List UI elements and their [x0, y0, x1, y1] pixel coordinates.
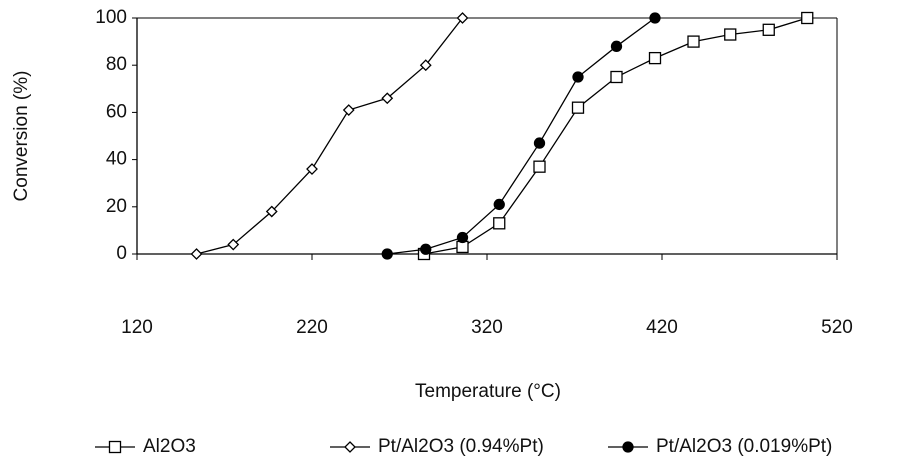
point	[533, 137, 546, 149]
point	[610, 40, 623, 52]
point	[265, 205, 278, 218]
point	[227, 238, 240, 251]
legend-marker	[622, 441, 634, 453]
x-tick-label: 320	[471, 317, 503, 338]
point	[493, 198, 505, 211]
point	[381, 248, 393, 260]
point	[571, 101, 585, 114]
legend-marker	[344, 441, 356, 453]
point	[801, 11, 814, 25]
point	[381, 92, 394, 105]
x-tick-label: 120	[121, 317, 153, 338]
y-tick-label: 20	[106, 196, 127, 217]
legend-label: Pt/Al2O3 (0.94%Pt)	[378, 436, 544, 457]
point	[342, 104, 355, 116]
y-tick-label: 60	[106, 101, 127, 122]
y-tick-label: 40	[106, 149, 127, 170]
point	[190, 248, 203, 260]
y-tick-label: 80	[106, 54, 127, 75]
x-tick-label: 420	[646, 317, 678, 338]
point	[648, 51, 662, 65]
series-line	[387, 17, 656, 255]
point	[649, 12, 661, 24]
point	[420, 243, 432, 255]
x-tick-label: 520	[821, 317, 853, 338]
point	[724, 28, 737, 41]
x-axis-label: Temperature (°C)	[415, 381, 561, 402]
point	[572, 71, 584, 83]
point	[306, 163, 318, 175]
y-tick-label: 100	[95, 7, 127, 28]
point	[762, 23, 775, 36]
x-tick-label: 220	[296, 317, 328, 338]
legend-label: Al2O3	[143, 436, 196, 457]
legend-marker	[108, 440, 122, 454]
point	[533, 160, 546, 173]
point	[493, 217, 506, 230]
point	[610, 70, 623, 84]
y-tick-label: 0	[116, 243, 127, 264]
y-axis-label: Conversion (%)	[11, 71, 32, 202]
legend-label: Pt/Al2O3 (0.019%Pt)	[656, 436, 832, 457]
point	[456, 12, 469, 24]
point	[687, 35, 700, 48]
point	[456, 231, 469, 244]
point	[419, 59, 432, 72]
series-line	[196, 17, 464, 255]
series-line	[423, 17, 808, 255]
